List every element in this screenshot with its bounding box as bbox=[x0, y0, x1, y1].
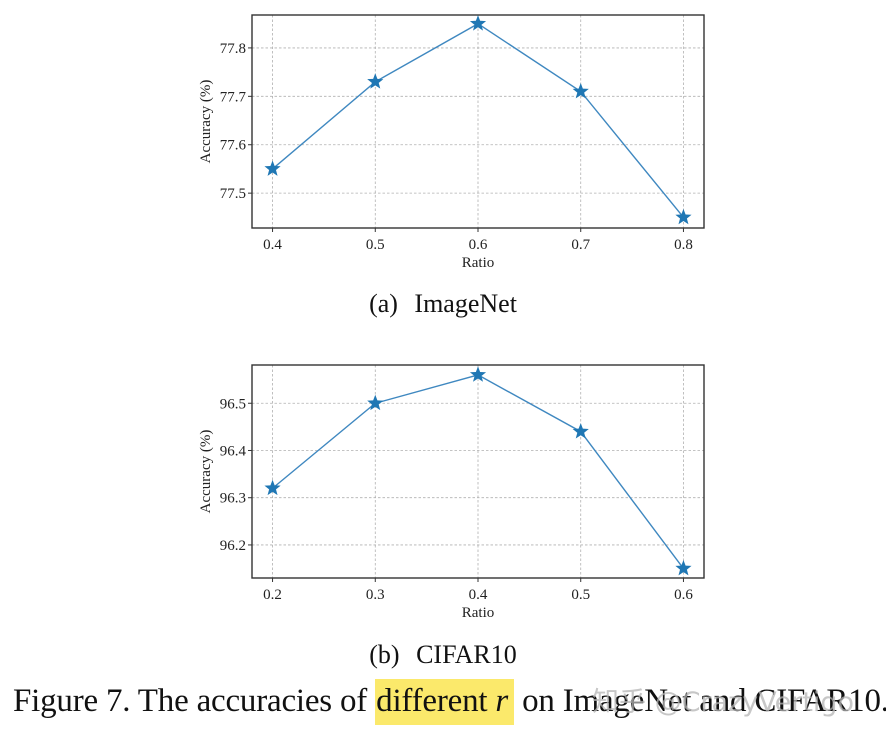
star-marker-icon bbox=[675, 208, 692, 225]
x-tick-label: 0.7 bbox=[571, 237, 590, 253]
y-tick-label: 77.5 bbox=[220, 186, 246, 202]
subfigure-caption-b: (b) CIFAR10 bbox=[0, 640, 886, 670]
x-axis: 0.2 0.3 0.4 0.5 0.6 Ratio bbox=[263, 578, 693, 621]
x-axis-label: Ratio bbox=[462, 255, 495, 271]
y-tick-label: 96.2 bbox=[220, 538, 246, 554]
x-tick-label: 0.4 bbox=[263, 237, 282, 253]
y-tick-label: 77.6 bbox=[220, 138, 247, 154]
caption-highlight-text: different bbox=[376, 683, 496, 719]
star-marker-icon bbox=[367, 73, 384, 89]
subfigure-caption-a: (a) ImageNet bbox=[0, 289, 886, 319]
x-tick-label: 0.5 bbox=[366, 237, 385, 253]
y-tick-label: 96.4 bbox=[220, 443, 247, 459]
y-tick-label: 77.7 bbox=[220, 89, 247, 105]
grid bbox=[252, 365, 704, 578]
series-line bbox=[272, 374, 685, 569]
caption-variable: r bbox=[495, 683, 509, 719]
x-tick-label: 0.5 bbox=[571, 587, 590, 603]
y-tick-label: 96.3 bbox=[220, 491, 246, 507]
x-axis-label: Ratio bbox=[462, 605, 495, 621]
subfigure-label: (b) bbox=[369, 640, 400, 669]
subfigure-title: CIFAR10 bbox=[416, 640, 517, 669]
grid bbox=[252, 15, 704, 228]
chart-imagenet: 0.4 0.5 0.6 0.7 0.8 Ratio 77.5 77.6 77.7 77.8 Accu… bbox=[198, 14, 705, 271]
y-tick-label: 96.5 bbox=[220, 396, 246, 412]
x-tick-label: 0.8 bbox=[674, 237, 693, 253]
subfigure-title: ImageNet bbox=[414, 289, 517, 318]
star-marker-icon bbox=[469, 366, 487, 382]
y-axis: 96.2 96.3 96.4 96.5 Accuracy (%) bbox=[198, 396, 252, 554]
caption-suffix: on ImageNet and CIFAR10. bbox=[514, 683, 886, 719]
star-marker-icon bbox=[675, 560, 692, 576]
data-series bbox=[264, 366, 692, 576]
x-axis: 0.4 0.5 0.6 0.7 0.8 Ratio bbox=[263, 228, 693, 271]
star-marker-icon bbox=[367, 394, 384, 411]
x-tick-label: 0.3 bbox=[366, 587, 385, 603]
x-tick-label: 0.2 bbox=[263, 587, 282, 603]
figure-caption: Figure 7. The accuracies of different r … bbox=[13, 679, 886, 725]
star-marker-icon bbox=[469, 15, 487, 31]
y-axis: 77.5 77.6 77.7 77.8 Accuracy (%) bbox=[198, 41, 252, 202]
x-tick-label: 0.6 bbox=[674, 587, 693, 603]
star-marker-icon bbox=[264, 160, 281, 176]
y-axis-label: Accuracy (%) bbox=[198, 430, 214, 514]
star-marker-icon bbox=[572, 82, 589, 99]
star-marker-icon bbox=[572, 423, 589, 439]
subfigure-label: (a) bbox=[369, 289, 398, 318]
star-marker-icon bbox=[264, 479, 281, 496]
watermark: 知乎 @CrazyVertigo bbox=[592, 687, 855, 718]
caption-highlight: different r bbox=[375, 679, 515, 725]
x-tick-label: 0.6 bbox=[469, 237, 488, 253]
x-tick-label: 0.4 bbox=[469, 587, 488, 603]
caption-prefix: Figure 7. The accuracies of bbox=[13, 683, 376, 719]
chart-cifar10: 0.2 0.3 0.4 0.5 0.6 Ratio 96.2 96.3 96.4 96.5 Accu… bbox=[198, 364, 705, 621]
y-tick-label: 77.8 bbox=[220, 41, 246, 57]
data-series bbox=[264, 15, 692, 225]
y-axis-label: Accuracy (%) bbox=[198, 80, 214, 164]
